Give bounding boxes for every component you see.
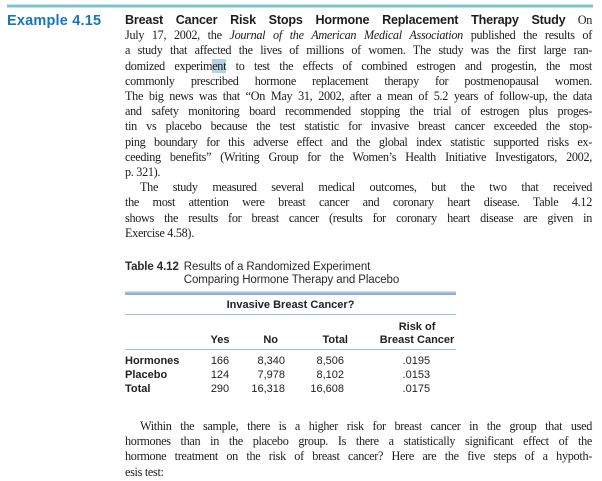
text-line: p. 321). [125, 165, 592, 180]
body-text: Within the sample, there is a higher ris… [140, 419, 592, 434]
text-line: tin vs placebo because the test statisti… [125, 119, 592, 134]
cell-no: 7,978 [257, 369, 285, 382]
body-text: published the results of [462, 28, 593, 43]
text-line: The study measured several medical outco… [125, 180, 592, 195]
body-text: The big news was that “On May 31, 2002, … [125, 89, 592, 104]
results-table-body: Hormones 166 8,340 8,506 .0195 Placebo 124 7,97… [125, 350, 456, 397]
text-line: commonly prescribed hormone replacement … [125, 74, 592, 89]
text-line: ceeding benefits” (Writing Group for the… [125, 150, 592, 165]
text-line: the most attention were breast cancer an… [125, 195, 592, 210]
results-table-head: Invasive Breast Cancer? Yes No Total Ris… [125, 295, 457, 351]
highlighted-text: ent [212, 58, 227, 73]
table-row: Placebo 124 7,978 8,102 .0153 [125, 368, 456, 382]
column-header-row: Yes No Total Risk of Breast Cancer [125, 314, 457, 351]
table-caption: Table 4.12 Results of a Randomized Exper… [125, 261, 456, 287]
row-label: Placebo [125, 369, 168, 382]
table-caption-line-2: Comparing Hormone Therapy and Placebo [183, 274, 400, 287]
example-title-lead-in: Breast Cancer Risk Stops Hormone Replace… [125, 13, 566, 27]
text-line: domized experiment to test the effects o… [125, 58, 593, 74]
cell-total: 8,506 [316, 355, 344, 368]
text-line: a study that affected the lives of milli… [125, 43, 592, 58]
col-header-risk: Risk of Breast Cancer [350, 314, 457, 351]
study-outcomes-paragraph: The study measured several medical outco… [125, 180, 592, 241]
text-line: July 17, 2002, the Journal of the Americ… [125, 28, 592, 43]
text-line: The big news was that “On May 31, 2002, … [125, 89, 592, 104]
body-text: a study that affected the lives of milli… [125, 43, 592, 58]
table-row: Hormones 166 8,340 8,506 .0195 [125, 350, 456, 369]
spanner-row: Invasive Breast Cancer? [125, 295, 457, 316]
intro-paragraph: Breast Cancer Risk Stops Hormone Replace… [125, 13, 592, 180]
cell-risk: .0175 [402, 383, 431, 396]
text-line: hormone treatment on the risk of breast … [125, 449, 592, 464]
body-text: domized experim [125, 58, 213, 73]
cell-risk: .0153 [402, 369, 431, 382]
text-line: Exercise 4.58). [125, 226, 592, 241]
text-line: shows the results for breast cancer (res… [125, 211, 592, 226]
body-text: commonly prescribed hormone replacement … [125, 73, 592, 88]
body-text: ping boundary for this adverse effect an… [125, 134, 592, 149]
col-header-yes: Yes [195, 314, 245, 351]
body-text: p. 321). [125, 165, 161, 180]
body-text: On [565, 13, 593, 27]
body-text: ceeding benefits” (Writing Group for the… [125, 149, 592, 164]
journal-name-italic: Journal of the American Medical Associat… [229, 28, 463, 43]
col-header-no: No [245, 314, 290, 351]
body-text: esis test: [125, 464, 164, 479]
cell-yes: 166 [210, 355, 230, 368]
cell-total: 16,608 [310, 383, 344, 396]
text-line: Breast Cancer Risk Stops Hormone Replace… [125, 13, 592, 28]
row-label: Total [125, 383, 151, 396]
text-line: Within the sample, there is a higher ris… [125, 419, 592, 434]
row-label-header [125, 314, 195, 351]
text-line: and safety monitoring board recommended … [125, 104, 592, 119]
body-text: Exercise 4.58). [125, 225, 194, 240]
table-caption-text: Results of a Randomized Experiment Compa… [184, 261, 399, 287]
body-text: shows the results for breast cancer (res… [125, 210, 592, 225]
body-text: the most attention were breast cancer an… [125, 195, 592, 210]
body-text: and safety monitoring board recommended … [125, 104, 592, 119]
text-line: ping boundary for this adverse effect an… [125, 135, 592, 150]
text-line: esis test: [125, 465, 592, 480]
body-text: to test the effects of combined estrogen… [226, 58, 593, 73]
cell-no: 16,318 [251, 383, 285, 396]
body-text: hormones than in the placebo group. Is t… [125, 434, 592, 449]
body-text: The study measured several medical outco… [140, 180, 592, 195]
body-text: hormone treatment on the risk of breast … [125, 449, 592, 464]
cell-no: 8,340 [257, 355, 285, 368]
section-divider-rule [7, 4, 593, 8]
example-number-label: Example 4.15 [7, 13, 102, 29]
table-row: Total 290 16,318 16,608 .0175 [125, 382, 456, 396]
closing-paragraph: Within the sample, there is a higher ris… [125, 419, 592, 480]
row-label: Hormones [125, 355, 180, 368]
table-caption-line-1: Results of a Randomized Experiment [183, 261, 371, 274]
spanner-header: Invasive Breast Cancer? [125, 295, 457, 316]
body-text: July 17, 2002, the [125, 28, 230, 43]
cell-total: 8,102 [316, 369, 344, 382]
table-4-12-block: Table 4.12 Results of a Randomized Exper… [125, 261, 457, 397]
col-header-total: Total [290, 314, 350, 351]
cell-yes: 124 [210, 369, 230, 382]
cell-yes: 290 [210, 383, 230, 396]
body-text: tin vs placebo because the test statisti… [125, 119, 592, 134]
text-line: hormones than in the placebo group. Is t… [125, 434, 592, 449]
table-caption-number: Table 4.12 [125, 261, 179, 274]
example-content: Breast Cancer Risk Stops Hormone Replace… [125, 13, 592, 480]
results-table: Invasive Breast Cancer? Yes No Total Ris… [125, 295, 457, 397]
table-top-rule [125, 291, 456, 296]
cell-risk: .0195 [402, 355, 431, 368]
